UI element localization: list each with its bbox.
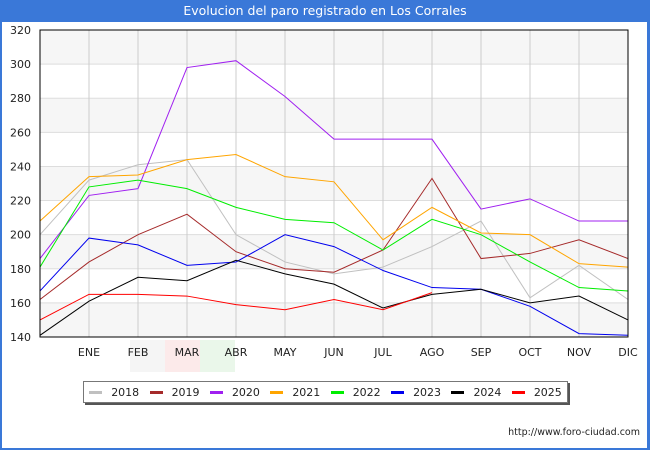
legend-label: 2023 [413,385,442,399]
legend-swatch [209,390,223,394]
series-line-2020 [39,60,628,259]
x-tick-label: SEP [471,346,492,359]
plot-frame [39,29,629,338]
x-tick-label: OCT [518,346,541,359]
legend-swatch [451,390,465,394]
legend-label: 2024 [473,385,502,399]
legend: 2018 2019 2020 2021 2022 2023 2024 2025 [83,381,568,403]
x-tick-label: ABR [225,346,248,359]
legend-swatch [149,390,163,394]
legend-item-2019: 2019 [149,385,200,399]
legend-label: 2025 [533,385,562,399]
legend-item-2024: 2024 [451,386,501,399]
series-line-2019 [39,177,629,300]
x-tick-label: FEB [128,346,149,359]
y-tick-label: 320 [10,24,31,37]
series-line-2018 [39,159,629,300]
y-tick-label: 260 [10,126,31,139]
chart-title: Evolucion del paro registrado en Los Cor… [0,0,650,22]
x-tick-label: MAR [175,346,200,359]
source-url: http://www.foro-ciudad.com [508,427,640,438]
legend-label: 2018 [111,385,140,399]
y-tick-label: 220 [10,195,31,208]
series-line-2025 [39,292,433,321]
series-line-2021 [39,153,629,268]
x-axis-ticks: ENE FEB MAR ABR MAY JUN JUL AGO SEP OCT NOV DIC [78,346,638,359]
legend-swatch [270,390,284,394]
y-tick-label: 280 [10,92,31,105]
legend-label: 2021 [292,385,321,399]
legend-swatch [511,390,525,394]
y-tick-label: 180 [10,263,31,276]
x-tick-label: ENE [78,346,100,359]
x-tick-label: NOV [567,346,592,359]
y-tick-label: 160 [10,297,31,310]
legend-item-2020: 2020 [209,385,260,399]
y-tick-label: 140 [10,331,31,344]
series-line-2024 [39,259,629,336]
legend-swatch [89,390,103,394]
y-tick-label: 240 [10,160,31,173]
legend-item-2022: 2022 [330,385,381,399]
flag-watermark [130,340,235,372]
x-tick-label: MAY [274,346,297,359]
series-line-2023 [39,234,629,336]
legend-item-2021: 2021 [270,386,320,399]
legend-swatch [391,390,405,394]
y-axis-ticks: 140 160 180 200 220 240 260 280 300 320 [10,24,31,344]
x-tick-label: JUL [373,346,392,359]
y-tick-label: 300 [10,58,31,71]
legend-label: 2020 [231,385,260,399]
legend-swatch [330,390,344,394]
legend-item-2025: 2025 [511,385,562,399]
series-line-2022 [39,179,629,292]
x-tick-label: JUN [323,346,344,359]
legend-label: 2022 [352,385,381,399]
legend-item-2023: 2023 [391,386,441,399]
series-lines [39,60,629,336]
legend-item-2018: 2018 [89,386,139,399]
y-tick-label: 200 [10,229,31,242]
legend-label: 2019 [171,385,200,399]
x-tick-label: DIC [618,346,638,359]
x-tick-label: AGO [420,346,445,359]
